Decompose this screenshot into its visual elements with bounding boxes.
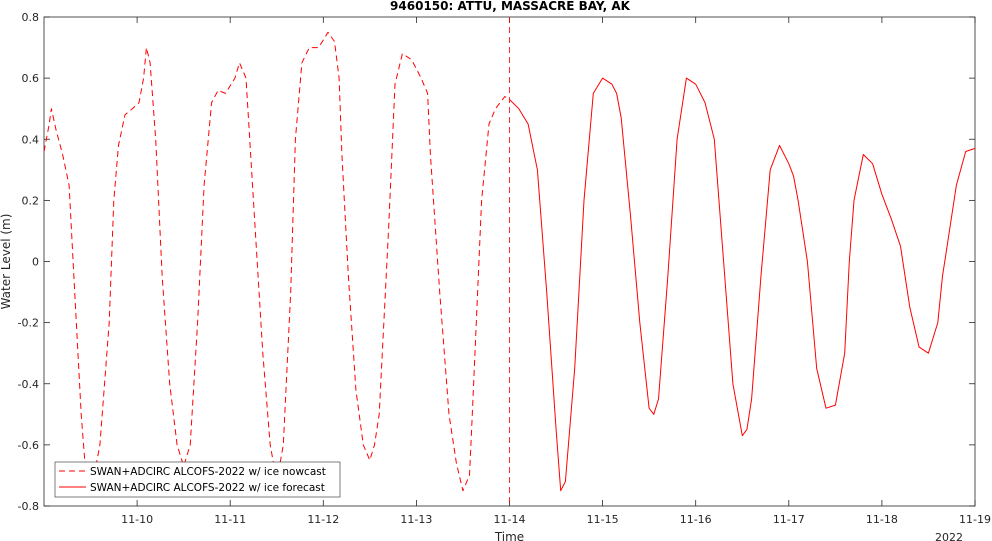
legend-box: [54, 461, 341, 498]
x-tick-label: 11-10: [121, 513, 153, 526]
y-tick-label: 0: [32, 256, 39, 269]
series-line-nowcast: [43, 31, 510, 495]
series-layer: [43, 31, 976, 495]
x-axis-year-label: 2022: [935, 531, 963, 541]
y-tick-label: 0.6: [22, 72, 40, 85]
y-tick-label: 0.8: [22, 11, 40, 24]
y-tick-label: 0.4: [22, 133, 40, 146]
chart-title: 9460150: ATTU, MASSACRE BAY, AK: [390, 0, 631, 13]
x-tick-label: 11-11: [214, 513, 246, 526]
series-line-forecast: [509, 77, 976, 492]
y-tick-label: -0.6: [18, 439, 39, 452]
x-tick-label: 11-17: [773, 513, 805, 526]
legend-label-nowcast: SWAN+ADCIRC ALCOFS-2022 w/ ice nowcast: [90, 466, 326, 478]
x-tick-label: 11-16: [680, 513, 712, 526]
y-tick-label: -0.4: [18, 378, 39, 391]
axis-ticks: 11-10 11-11 11-12 11-13 11-14 11-15 11-16 11-17…: [18, 11, 991, 526]
legend-label-forecast: SWAN+ADCIRC ALCOFS-2022 w/ ice forecast: [90, 482, 325, 494]
x-tick-label: 11-14: [494, 513, 526, 526]
y-tick-label: -0.2: [18, 317, 39, 330]
x-tick-label: 11-12: [307, 513, 339, 526]
x-tick-label: 11-19: [959, 513, 991, 526]
x-tick-label: 11-15: [587, 513, 619, 526]
y-axis-label: Water Level (m): [0, 214, 13, 310]
x-tick-label: 11-18: [866, 513, 898, 526]
y-tick-label: -0.8: [18, 500, 39, 513]
x-axis-label: Time: [494, 530, 524, 541]
x-tick-label: 11-13: [400, 513, 432, 526]
legend: SWAN+ADCIRC ALCOFS-2022 w/ ice nowcast S…: [54, 461, 341, 498]
y-tick-label: 0.2: [22, 194, 40, 207]
